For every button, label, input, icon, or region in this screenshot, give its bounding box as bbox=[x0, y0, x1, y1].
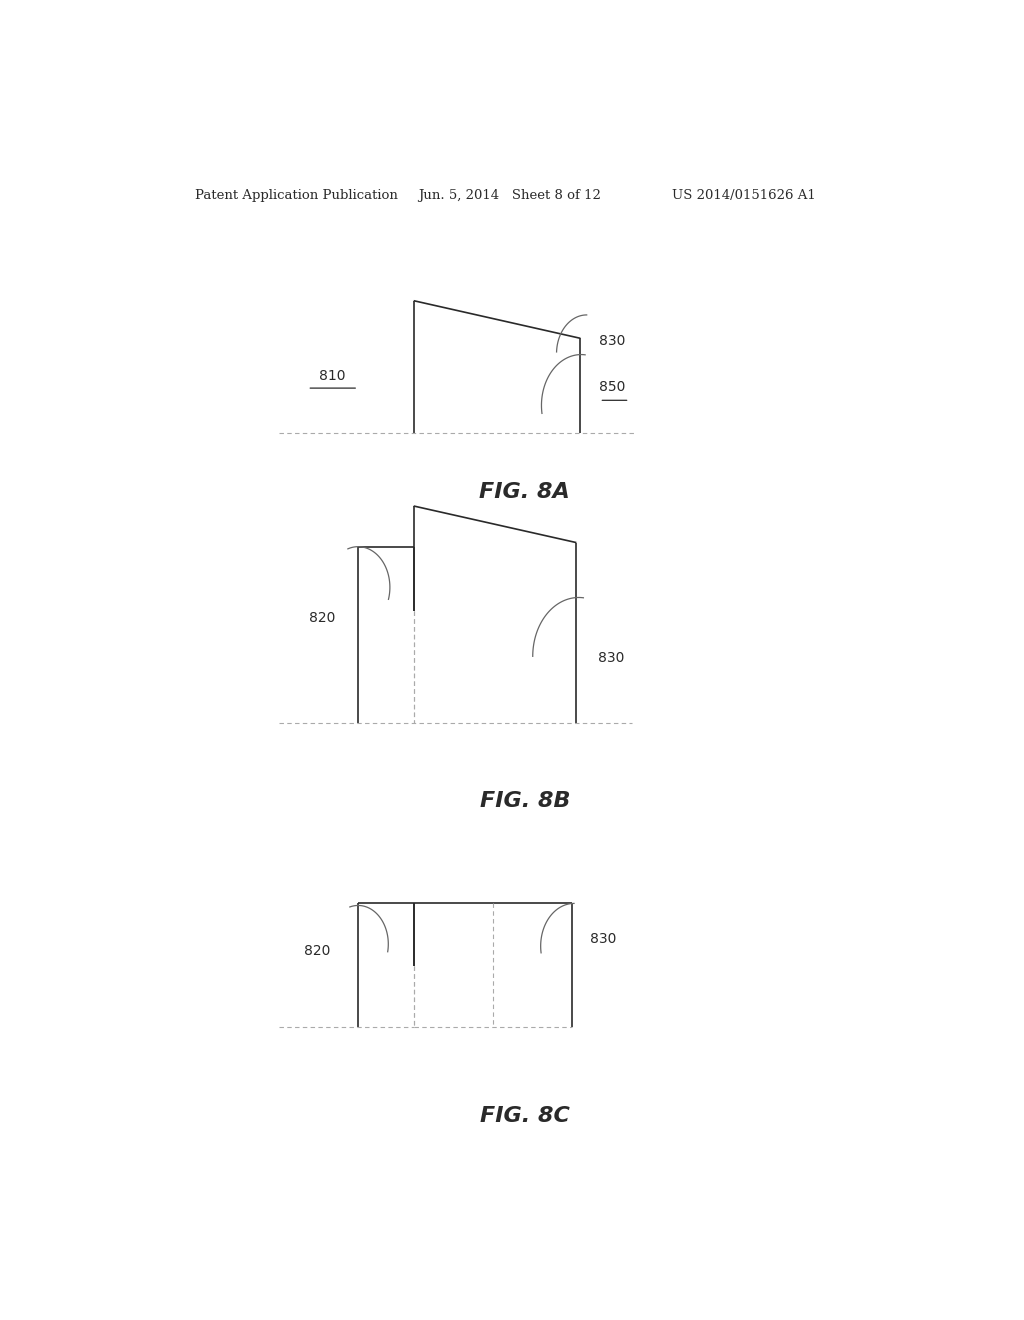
Text: Jun. 5, 2014   Sheet 8 of 12: Jun. 5, 2014 Sheet 8 of 12 bbox=[418, 189, 600, 202]
Text: US 2014/0151626 A1: US 2014/0151626 A1 bbox=[672, 189, 815, 202]
Text: 830: 830 bbox=[599, 334, 626, 348]
Text: 830: 830 bbox=[598, 652, 625, 665]
Text: FIG. 8A: FIG. 8A bbox=[479, 482, 570, 502]
Text: 820: 820 bbox=[309, 611, 335, 624]
Text: FIG. 8B: FIG. 8B bbox=[479, 791, 570, 810]
Text: FIG. 8C: FIG. 8C bbox=[480, 1106, 569, 1126]
Text: Patent Application Publication: Patent Application Publication bbox=[196, 189, 398, 202]
Text: 810: 810 bbox=[319, 368, 346, 383]
Text: 820: 820 bbox=[304, 944, 331, 958]
Text: 850: 850 bbox=[599, 380, 626, 395]
Text: 830: 830 bbox=[590, 932, 616, 946]
